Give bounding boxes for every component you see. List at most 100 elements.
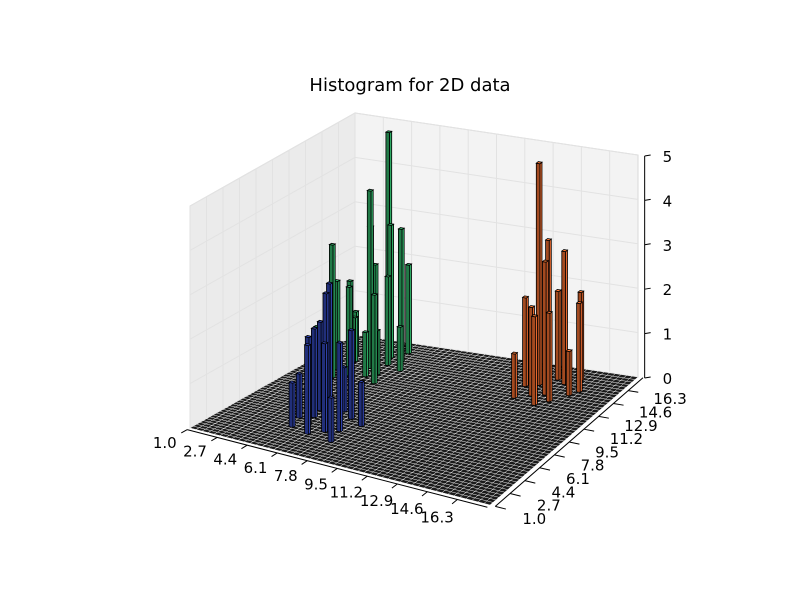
floor-line (471, 374, 622, 501)
bar-face (345, 279, 355, 283)
bar (366, 188, 375, 370)
floor-line (351, 357, 508, 470)
bar-face (336, 341, 342, 433)
bar (357, 379, 366, 428)
bar (404, 262, 413, 355)
floor-line (477, 375, 627, 503)
x-axis-line (186, 429, 488, 508)
bar-face (370, 294, 376, 385)
floor-line (345, 356, 503, 469)
y-tick-label: 9.5 (595, 443, 619, 461)
floor-line (489, 376, 639, 506)
bar-face (542, 261, 547, 396)
floor-line (348, 338, 633, 383)
axes-group: 1.0 2.7 4.4 6.1 7.8 9.5 11.212.914.616.3 1.02.7… (153, 148, 687, 528)
bar-face (569, 349, 573, 397)
z-tick-mark (644, 154, 651, 157)
y-tick-label: 1.0 (522, 510, 546, 528)
x-tick-mark (241, 444, 248, 450)
y-tick-mark (569, 441, 580, 445)
bar-face (351, 309, 360, 313)
bar-face (347, 329, 353, 421)
bar-face (325, 281, 334, 285)
z-tick-mark (644, 287, 651, 290)
bar (288, 380, 297, 429)
grid-line-z (189, 112, 639, 207)
bar-face (310, 327, 316, 419)
bar-face (405, 264, 410, 355)
x-tick-label: 7.8 (274, 467, 298, 485)
y-tick-label: 14.6 (639, 404, 672, 422)
bar-face (366, 188, 375, 192)
bar-face (561, 250, 566, 386)
z-tick-mark (644, 243, 651, 246)
bar-face (340, 341, 344, 433)
floor-line (375, 360, 531, 476)
bar (530, 314, 539, 407)
bar-face (396, 326, 402, 373)
bar-face (331, 396, 335, 444)
bar-face (288, 381, 294, 429)
floor-line (335, 345, 621, 393)
bar (565, 348, 573, 397)
bar-face (546, 312, 551, 403)
bar-face (332, 243, 336, 380)
bar (335, 340, 344, 433)
grid-line-z (189, 156, 639, 251)
bar-face (510, 351, 519, 355)
bar-face (384, 130, 393, 134)
bar-face (357, 379, 366, 383)
bar (295, 371, 304, 420)
bar-face (316, 319, 325, 323)
y-tick-mark (598, 415, 609, 419)
z-tick-label: 3 (663, 237, 673, 255)
bar (303, 343, 312, 436)
z-tick-label: 1 (663, 326, 673, 344)
bar-face (299, 372, 303, 420)
z-tick-mark (644, 198, 651, 201)
bar-face (328, 242, 337, 246)
bar-face (325, 341, 328, 434)
bars-group (288, 130, 585, 444)
x-tick-mark (391, 483, 398, 489)
bar-face (345, 285, 354, 288)
bar-face (404, 262, 413, 266)
bar (310, 326, 319, 419)
bar-face (575, 301, 584, 305)
x-tick-mark (421, 491, 428, 497)
bar-face (370, 292, 379, 296)
bar-face (310, 326, 319, 330)
bar-face (535, 314, 538, 407)
bar (521, 295, 530, 388)
bar-face (361, 330, 370, 334)
bar-face (295, 371, 304, 375)
bar-face (304, 334, 313, 339)
floor-line (363, 359, 520, 473)
y-tick-label: 4.4 (551, 483, 575, 501)
bar-face (327, 396, 333, 444)
bar-face (362, 331, 367, 378)
x-tick-mark (361, 475, 368, 481)
bar-face (514, 351, 518, 400)
y-tick-label: 12.9 (624, 417, 657, 435)
x-tick-mark (331, 468, 338, 473)
bar-face (386, 223, 395, 226)
bar-face (303, 343, 312, 347)
z-tick-mark (644, 332, 651, 335)
x-tick-label: 12.9 (360, 492, 393, 510)
floor-line (381, 361, 537, 478)
y-tick-mark (628, 390, 639, 393)
bar-face (535, 161, 543, 165)
x-tick-mark (271, 452, 278, 457)
grid-line-z (189, 201, 639, 296)
x-tick-mark (211, 436, 218, 442)
bar-face (377, 328, 381, 377)
bar (384, 274, 392, 367)
bar-face (576, 302, 581, 393)
y-tick-label: 16.3 (653, 390, 686, 408)
bar (347, 328, 356, 421)
bar-face (539, 161, 543, 387)
bar-face (554, 288, 562, 293)
bar-face (327, 395, 335, 399)
